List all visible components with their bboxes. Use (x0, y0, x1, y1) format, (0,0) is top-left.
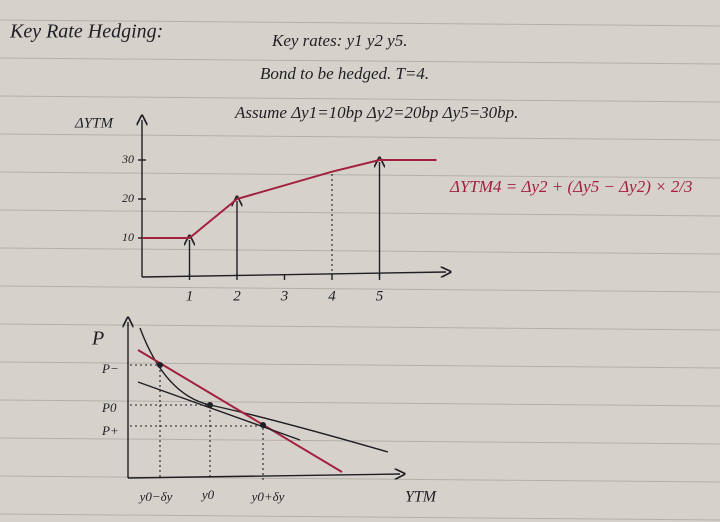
y-tick-label: 30 (121, 152, 134, 166)
axis-label: YTM (405, 489, 438, 506)
rule (0, 285, 720, 293)
x-tick-label: 2 (233, 288, 241, 304)
y-tick-label: P+ (101, 423, 119, 438)
axis-label: P (91, 328, 104, 350)
price-curve (139, 327, 389, 453)
rule (0, 171, 720, 179)
formula: ΔYTM4 = Δy2 + (Δy5 − Δy2) × 2/3 (449, 177, 693, 196)
x-tick-label: y0+δy (250, 489, 285, 504)
ruled-lines (0, 19, 720, 521)
rule (0, 95, 720, 103)
point (260, 422, 266, 428)
x-axis (127, 474, 400, 478)
axis-label: ΔYTM (74, 115, 114, 131)
title: Key Rate Hedging: (9, 21, 163, 43)
y-tick-label: P0 (101, 400, 117, 415)
rate-chart: 10 20 30 1 2 3 4 5 (121, 152, 437, 304)
x-tick-label: 5 (376, 288, 384, 304)
x-tick-label: 4 (328, 288, 336, 304)
secant-line (137, 381, 301, 441)
rule (0, 19, 720, 27)
point (207, 402, 213, 408)
rule (0, 475, 720, 483)
y-tick-label: 20 (122, 191, 134, 205)
y-tick-label: 10 (122, 230, 134, 244)
tangent-line (137, 349, 343, 473)
rate-curve (142, 159, 437, 239)
rule (0, 323, 720, 331)
note: Bond to be hedged. T=4. (260, 64, 429, 83)
rule (0, 247, 720, 255)
x-tick-label: y0 (200, 487, 215, 502)
x-tick-label: 3 (280, 288, 289, 304)
x-tick-label: 1 (186, 288, 194, 304)
x-axis (141, 272, 446, 278)
x-tick-label: y0−δy (138, 489, 173, 504)
rule (0, 133, 720, 141)
note: Key rates: y1 y2 y5. (271, 31, 407, 50)
rule (0, 437, 720, 445)
rule (0, 57, 720, 65)
note: Assume Δy1=10bp Δy2=20bp Δy5=30bp. (234, 103, 518, 122)
y-tick-label: P− (101, 361, 119, 376)
rule (0, 361, 720, 369)
rule (0, 513, 720, 521)
rule (0, 399, 720, 407)
point (157, 362, 163, 368)
rule (0, 209, 720, 217)
guides (130, 364, 264, 480)
